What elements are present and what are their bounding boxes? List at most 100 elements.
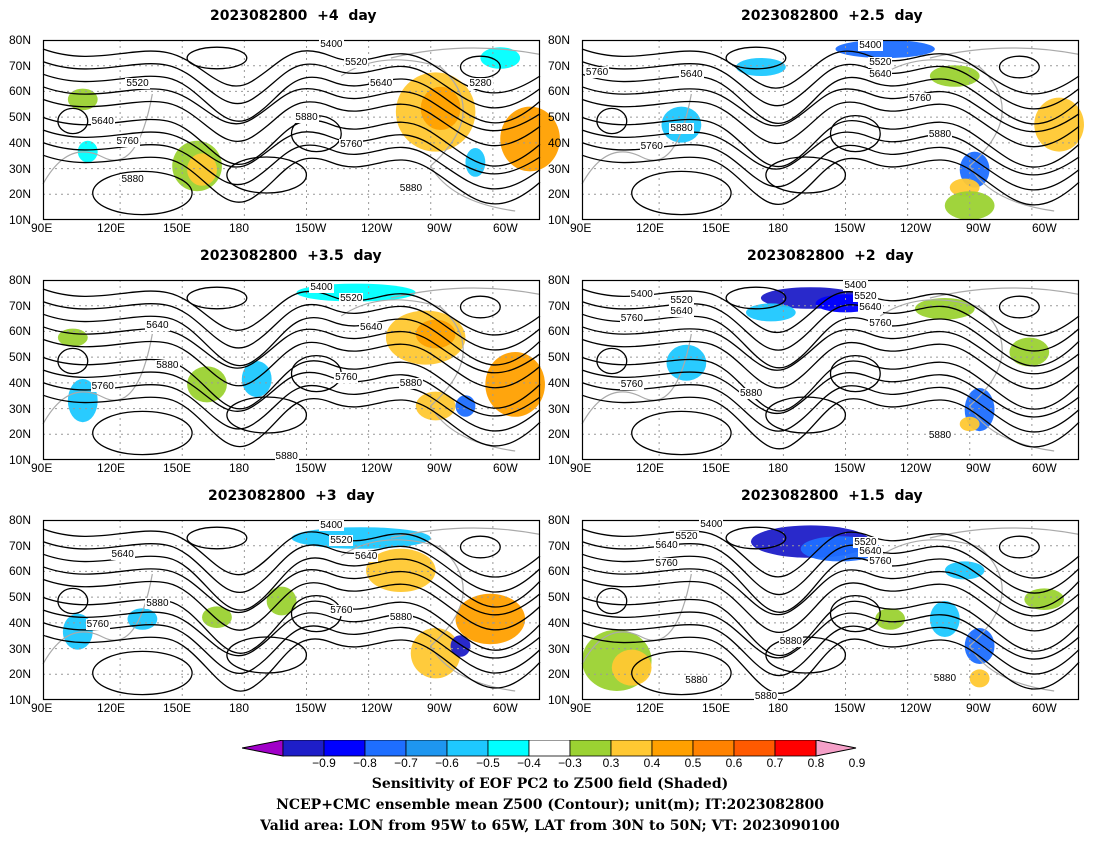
z500-contour xyxy=(459,535,501,559)
y-tick-label: 80N xyxy=(9,273,32,287)
map-plot xyxy=(581,279,1080,461)
contour-label: 5640 xyxy=(90,116,115,127)
y-tick-label: 70N xyxy=(548,58,571,73)
y-tick-label: 30N xyxy=(9,401,32,416)
x-tick-label: 180 xyxy=(229,461,250,475)
z500-contour xyxy=(459,295,501,319)
contour-label: 5640 xyxy=(359,321,384,333)
x-tick-label: 150E xyxy=(163,221,192,235)
x-tick-label: 150E xyxy=(702,221,731,235)
contour-label: 5520 xyxy=(329,534,354,546)
z500-contour xyxy=(581,48,1080,95)
contour-label: 5400 xyxy=(699,518,724,530)
contour-label: 5760 xyxy=(329,605,354,616)
x-tick-label: 60W xyxy=(493,221,518,235)
x-tick-label: 120E xyxy=(97,461,126,475)
x-tick-label: 120W xyxy=(361,461,393,475)
plot-frame xyxy=(581,519,1080,701)
x-tick-label: 90W xyxy=(427,221,452,235)
map-plot xyxy=(42,519,541,701)
contour-label: 5520 xyxy=(669,294,694,306)
z500-contour xyxy=(829,354,881,393)
z500-contour xyxy=(725,526,787,550)
z500-contour xyxy=(581,356,1080,412)
colorbar-tick-label: 0.6 xyxy=(725,756,743,770)
z500-contour xyxy=(57,107,89,135)
contour-label: 5760 xyxy=(85,619,110,631)
contour-label: 5640 xyxy=(669,305,694,317)
sensitivity-shading xyxy=(187,366,227,403)
z500-contour xyxy=(42,566,541,616)
contour-label: 5400 xyxy=(319,38,344,50)
y-tick-label: 40N xyxy=(548,135,571,150)
z500-contour xyxy=(92,410,193,456)
y-tick-label: 80N xyxy=(548,33,571,47)
y-tick-label: 30N xyxy=(548,161,571,176)
x-tick-label: 90E xyxy=(570,701,592,715)
contour-label: 5760 xyxy=(907,92,933,104)
colorbar-tick-label: 0.4 xyxy=(643,756,661,770)
z500-contour xyxy=(57,587,89,615)
z500-contour xyxy=(42,141,541,190)
z500-contour xyxy=(631,170,732,216)
x-tick-label: 60W xyxy=(493,701,518,715)
z500-contour xyxy=(581,141,1080,191)
panel-title: 2023082800 +3.5 day xyxy=(200,248,382,264)
sensitivity-shading xyxy=(1009,337,1050,367)
x-tick-label: 150W xyxy=(834,701,866,715)
panel-title: 2023082800 +4 day xyxy=(210,8,377,24)
z500-contour xyxy=(459,55,501,79)
colorbar-tick-label: 0.5 xyxy=(684,756,702,770)
x-tick-label: 60W xyxy=(1032,221,1057,235)
caption-line-2: NCEP+CMC ensemble mean Z500 (Contour); u… xyxy=(276,797,824,813)
colorbar-swatch xyxy=(774,740,817,757)
z500-contour xyxy=(581,369,1080,418)
y-tick-label: 40N xyxy=(548,375,571,390)
y-tick-label: 60N xyxy=(9,564,32,579)
z500-contour xyxy=(725,286,787,310)
sensitivity-shading xyxy=(944,191,995,221)
z500-contour xyxy=(765,156,847,194)
z500-contour xyxy=(42,288,541,336)
y-tick-label: 20N xyxy=(9,667,32,682)
panel-title: 2023082800 +1.5 day xyxy=(741,488,923,504)
panel-title: 2023082800 +3 day xyxy=(208,488,375,504)
y-tick-label: 20N xyxy=(9,427,32,442)
x-tick-label: 60W xyxy=(493,461,518,475)
plot-frame xyxy=(581,279,1080,461)
x-tick-label: 90W xyxy=(966,461,991,475)
colorbar-swatch xyxy=(651,740,694,757)
z500-contour xyxy=(581,578,1080,633)
colorbar-max-arrow xyxy=(815,740,857,757)
z500-contour xyxy=(581,381,1080,433)
colorbar-tick-label: 0.3 xyxy=(602,756,620,770)
colorbar-swatch xyxy=(569,740,612,757)
contour-label: 5880 xyxy=(738,388,764,400)
z500-contour xyxy=(42,528,541,578)
z500-contour xyxy=(829,594,881,633)
x-tick-label: 150E xyxy=(702,461,731,475)
sensitivity-shading xyxy=(480,47,521,69)
x-tick-label: 120E xyxy=(636,701,665,715)
z500-contour xyxy=(581,60,1080,110)
sensitivity-shading xyxy=(450,635,471,657)
contour-label: 5520 xyxy=(853,291,878,303)
x-tick-label: 90E xyxy=(31,461,53,475)
y-tick-label: 30N xyxy=(9,641,32,656)
x-tick-label: 120W xyxy=(361,221,393,235)
y-tick-label: 70N xyxy=(9,538,32,553)
contour-label: 5880 xyxy=(145,597,170,609)
sensitivity-shading xyxy=(611,649,652,686)
x-tick-label: 90E xyxy=(570,221,592,235)
x-tick-label: 90E xyxy=(570,461,592,475)
z500-contour xyxy=(226,396,308,434)
sensitivity-shading xyxy=(929,601,960,637)
z500-contour xyxy=(596,107,628,135)
caption-line-1: Sensitivity of EOF PC2 to Z500 field (Sh… xyxy=(371,776,729,792)
z500-contour xyxy=(581,326,1080,375)
z500-contour xyxy=(42,540,541,593)
x-tick-label: 150W xyxy=(295,701,327,715)
colorbar-tick-label: 0.9 xyxy=(848,756,866,770)
x-tick-label: 90W xyxy=(966,701,991,715)
y-tick-label: 30N xyxy=(548,641,571,656)
